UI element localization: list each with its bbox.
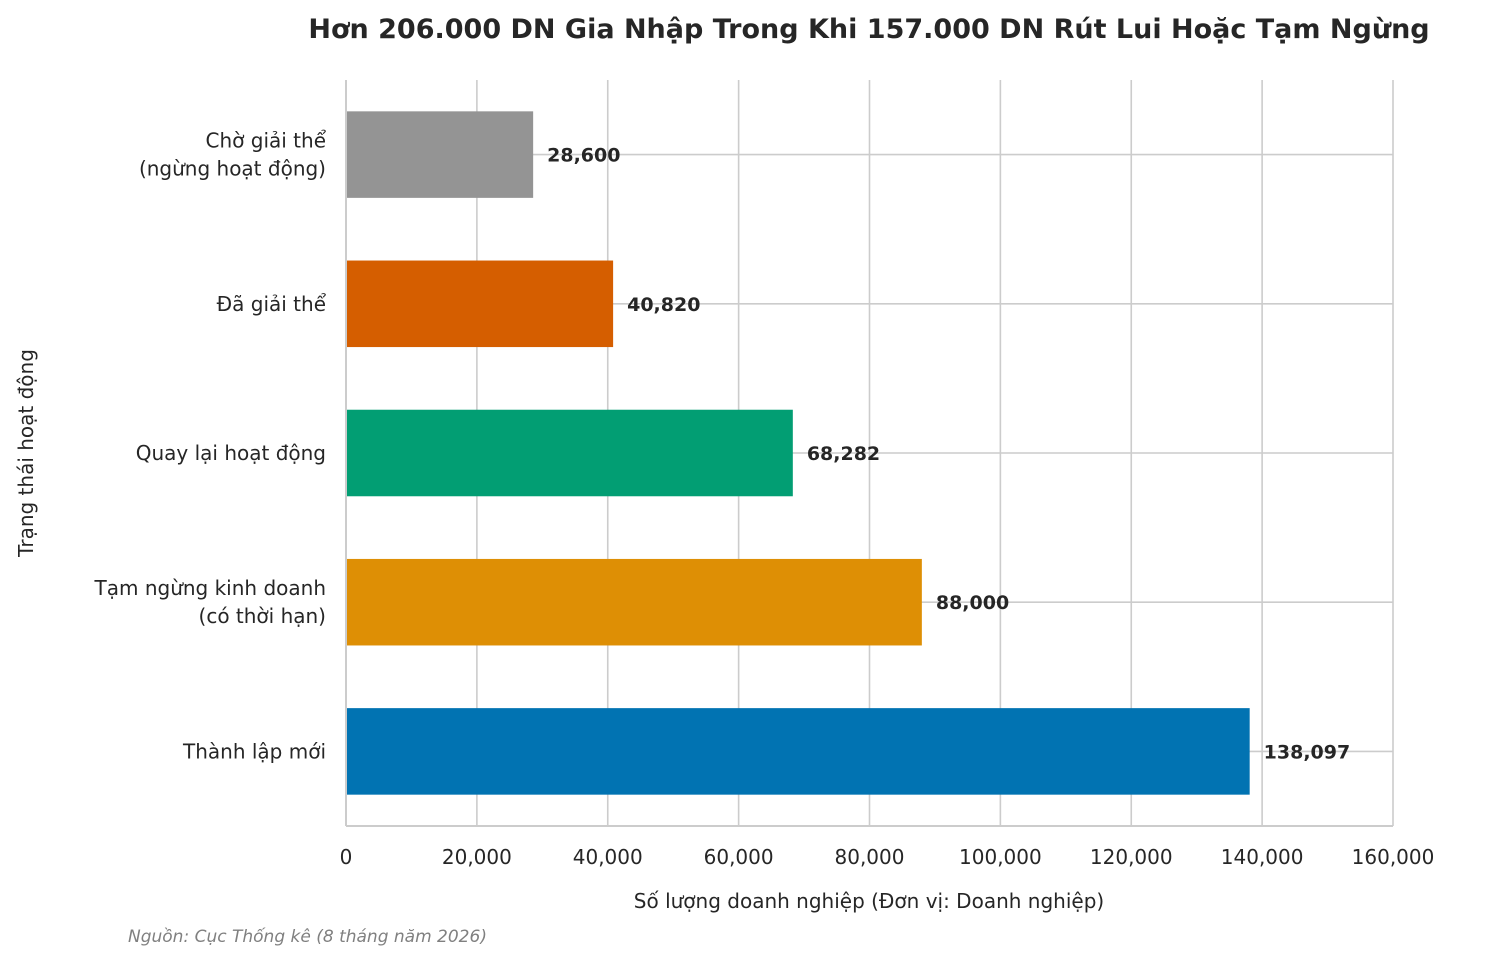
x-tick-label: 100,000 xyxy=(959,845,1042,869)
chart-title: Hơn 206.000 DN Gia Nhập Trong Khi 157.00… xyxy=(308,14,1429,45)
data-label: 68,282 xyxy=(807,443,880,465)
category-label: Chờ giải thể (ngừng hoạt động) xyxy=(139,129,327,181)
x-tick-label: 60,000 xyxy=(704,845,774,869)
x-axis-label: Số lượng doanh nghiệp (Đơn vị: Doanh ngh… xyxy=(634,889,1104,913)
bar xyxy=(346,111,534,198)
category-label: Quay lại hoạt động xyxy=(136,441,326,465)
x-tick-label: 140,000 xyxy=(1221,845,1304,869)
x-tick-label: 160,000 xyxy=(1352,845,1435,869)
category-label: Tạm ngừng kinh doanh (có thời hạn) xyxy=(94,576,326,628)
x-tick-label: 80,000 xyxy=(835,845,905,869)
x-tick-label: 120,000 xyxy=(1090,845,1173,869)
category-label: Thành lập mới xyxy=(182,739,326,763)
y-axis-label: Trạng thái hoạt động xyxy=(14,349,38,558)
data-label: 40,820 xyxy=(627,294,700,316)
bar xyxy=(346,260,614,348)
data-labels: 28,600 40,820 68,282 88,000 138,097 xyxy=(547,145,1350,764)
x-tick-label: 40,000 xyxy=(573,845,643,869)
bar xyxy=(346,708,1250,795)
axes xyxy=(345,80,1393,827)
data-label: 28,600 xyxy=(547,145,620,167)
x-tick-label: 0 xyxy=(340,845,353,869)
bar xyxy=(346,409,793,497)
category-label: Đã giải thể xyxy=(217,292,327,316)
source-note: Nguồn: Cục Thống kê (8 tháng năm 2026) xyxy=(128,926,487,947)
x-tick-label: 20,000 xyxy=(442,845,512,869)
bars xyxy=(346,111,1250,795)
bar xyxy=(346,558,922,646)
data-label: 88,000 xyxy=(936,592,1009,614)
category-labels: Chờ giải thể (ngừng hoạt động) Đã giải thể… xyxy=(94,129,327,764)
x-tick-labels: 0 20,000 40,000 60,000 80,000 100,000 120,000 1… xyxy=(340,845,1435,869)
data-label: 138,097 xyxy=(1264,741,1351,763)
